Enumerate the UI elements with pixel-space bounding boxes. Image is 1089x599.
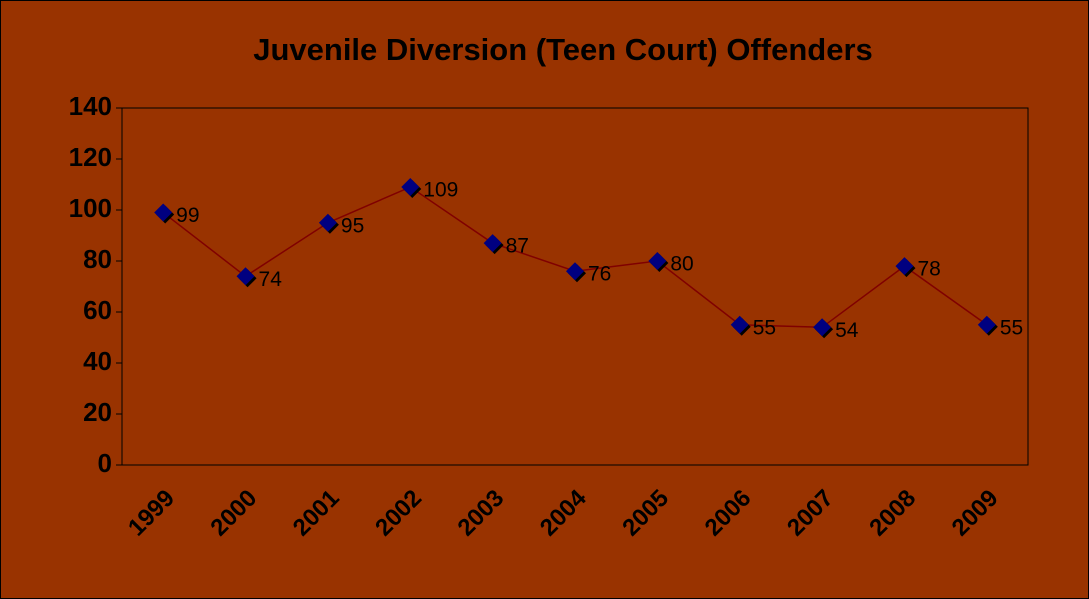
y-tick-label: 80 (83, 244, 112, 274)
data-label: 99 (176, 204, 199, 227)
marker (154, 203, 173, 222)
marker (401, 178, 420, 197)
y-tick-label: 20 (83, 397, 112, 427)
y-tick-label: 140 (69, 91, 112, 121)
y-tick-label: 60 (83, 295, 112, 325)
marker (895, 257, 914, 276)
marker (566, 262, 584, 281)
data-label: 109 (423, 179, 458, 202)
marker (813, 318, 832, 337)
data-label: 80 (670, 253, 693, 276)
data-label: 76 (588, 263, 611, 286)
y-tick-label: 120 (69, 142, 112, 172)
data-label: 95 (341, 214, 364, 237)
marker (483, 234, 502, 253)
data-label: 87 (506, 235, 529, 258)
data-label: 55 (1000, 316, 1023, 339)
y-tick-label: 100 (69, 193, 112, 223)
data-label: 54 (835, 319, 859, 342)
marker (318, 213, 337, 232)
marker (648, 252, 667, 270)
data-label: 78 (917, 258, 940, 281)
y-tick-label: 0 (98, 448, 112, 478)
marker (730, 315, 749, 334)
data-label: 55 (753, 316, 776, 339)
data-label: 74 (259, 268, 283, 291)
y-tick-label: 40 (83, 346, 112, 376)
plot-area (121, 107, 1029, 466)
marker (977, 315, 996, 334)
marker (236, 267, 255, 286)
chart-title: Juvenile Diversion (Teen Court) Offender… (253, 32, 873, 67)
